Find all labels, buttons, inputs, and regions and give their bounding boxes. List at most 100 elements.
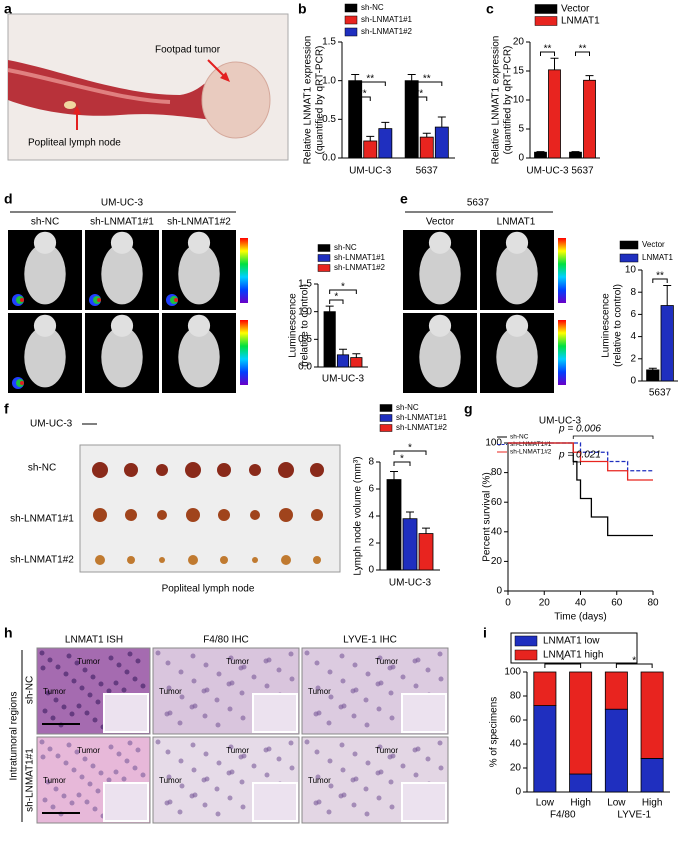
cell: [288, 651, 294, 657]
significance-label: *: [334, 292, 338, 303]
cell: [79, 774, 85, 780]
cell: [288, 740, 294, 746]
mouse-head: [187, 231, 211, 254]
node-specimen: [252, 557, 258, 563]
signal-spot: [174, 298, 178, 302]
cell: [124, 669, 130, 675]
cell: [71, 678, 77, 684]
tissue-label: Tumor: [43, 687, 66, 696]
cell: [214, 786, 220, 792]
tissue-label: Tumor: [308, 776, 331, 785]
specimen-tray: [79, 444, 341, 573]
bar: [386, 479, 402, 571]
tissue-label: Tumor: [308, 687, 331, 696]
cell: [388, 690, 394, 696]
y-tick-label: 15: [513, 66, 525, 77]
node-specimen: [188, 555, 198, 565]
mouse-head: [505, 231, 529, 254]
significance-bracket: [615, 663, 653, 668]
column-label: F4/80 IHC: [203, 635, 249, 646]
cell: [314, 749, 320, 755]
tissue-label: Tumor: [43, 776, 66, 785]
cell: [39, 739, 45, 745]
mouse-head: [428, 314, 452, 337]
cell: [377, 744, 383, 750]
legend-label: LNMAT1 low: [543, 636, 600, 647]
cell: [215, 722, 221, 728]
cell: [53, 697, 59, 703]
panel-label: c: [486, 1, 494, 17]
legend-label: LNMAT1: [642, 253, 674, 262]
node-specimen: [311, 509, 323, 521]
significance-bracket: [393, 461, 411, 466]
significance-label: *: [400, 454, 404, 465]
y-tick-label: 0.0: [322, 153, 336, 164]
y-tick-label: 10: [625, 265, 637, 276]
cell: [313, 800, 319, 806]
panel-label: d: [4, 191, 13, 207]
color-scale: [240, 320, 248, 385]
cell: [413, 683, 419, 689]
cell: [326, 720, 332, 726]
cell: [340, 767, 346, 773]
legend-label: sh-LNMAT1#1: [396, 413, 448, 422]
cell: [375, 770, 381, 776]
mouse-head: [187, 314, 211, 337]
y-tick-label: 0.5: [322, 114, 336, 125]
cell: [87, 781, 93, 787]
signal-spot: [20, 298, 24, 302]
tissue-label: Tumor: [375, 657, 398, 666]
cell: [315, 774, 321, 780]
legend-swatch: [317, 264, 331, 272]
cell: [179, 783, 185, 789]
cell: [351, 713, 357, 719]
inset: [103, 693, 149, 733]
legend-swatch: [344, 27, 358, 37]
legend-swatch: [514, 635, 538, 647]
y-tick-label: 80: [491, 467, 503, 478]
cell: [438, 676, 444, 682]
panel-label: g: [464, 401, 473, 417]
cell: [413, 772, 419, 778]
cell: [92, 717, 98, 723]
cell: [263, 658, 269, 664]
cell: [40, 754, 46, 760]
cell: [437, 651, 443, 657]
cell: [178, 758, 184, 764]
legend-swatch: [514, 649, 538, 661]
mouse-head: [33, 231, 57, 254]
cell: [203, 751, 209, 757]
cell: [363, 786, 369, 792]
cell: [190, 742, 196, 748]
bar: [569, 151, 582, 159]
side-label: Intratumoral regions: [9, 692, 20, 781]
cell: [412, 747, 418, 753]
cell: [95, 699, 101, 705]
node-specimen: [124, 463, 138, 477]
cell: [388, 779, 394, 785]
bar: [418, 533, 434, 571]
column-label: sh-LNMAT1#1: [90, 217, 154, 228]
y-axis-label: (quantified by qRT-PCR): [315, 46, 326, 155]
legend-swatch: [619, 253, 639, 263]
cell: [69, 711, 75, 717]
node-specimen: [185, 462, 201, 478]
panel-label: h: [4, 625, 13, 641]
bar: [402, 518, 418, 571]
legend-swatch: [534, 16, 558, 26]
cell: [108, 744, 114, 750]
significance-label: **: [366, 74, 374, 85]
cell: [98, 681, 104, 687]
mouse-body: [496, 243, 538, 305]
cell: [327, 758, 333, 764]
cell: [228, 744, 234, 750]
cell: [121, 687, 127, 693]
y-tick-label: 6: [368, 484, 374, 495]
y-axis-label: Luminescence: [288, 293, 299, 358]
x-tick-label: 80: [647, 598, 659, 609]
y-tick-label: 4: [368, 511, 374, 522]
error-bar: [663, 285, 672, 306]
cell: [376, 706, 382, 712]
significance-label: *: [341, 282, 345, 293]
inset: [252, 693, 298, 733]
